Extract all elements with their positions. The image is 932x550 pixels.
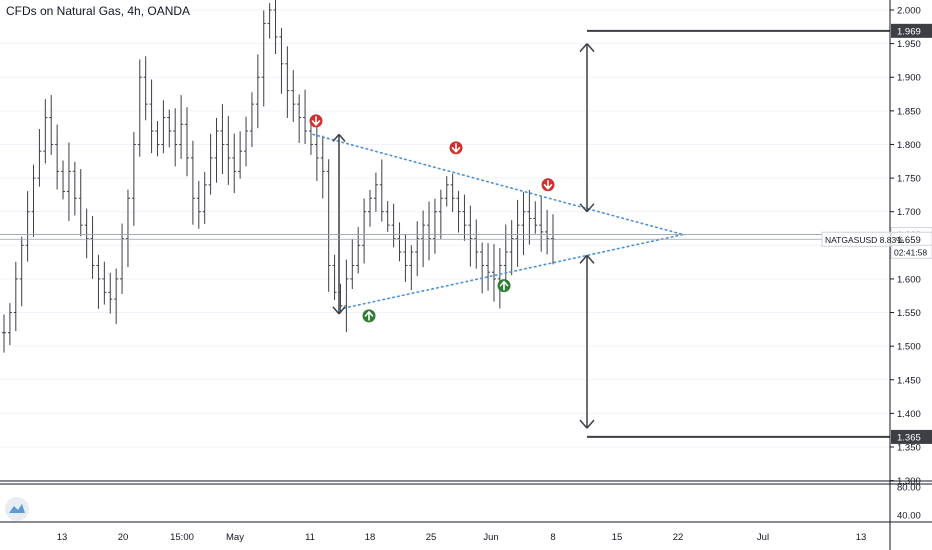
price-tick-label: 1.900 bbox=[897, 73, 921, 84]
time-tick-label: 11 bbox=[305, 532, 315, 543]
grid bbox=[0, 9, 890, 482]
height-arrow-head bbox=[332, 306, 340, 315]
symbol-label-box bbox=[821, 231, 891, 247]
price-label-text: 1.659 bbox=[897, 235, 921, 246]
price-label-text: 1.365 bbox=[897, 432, 921, 443]
drawings bbox=[0, 29, 890, 438]
price-tick-label: 1.300 bbox=[897, 476, 921, 487]
indicator-tick-label: 80.00 bbox=[897, 483, 921, 494]
height-arrow-head bbox=[338, 133, 346, 142]
arrow-down-icon bbox=[311, 116, 321, 126]
price-label-box bbox=[891, 429, 932, 444]
arrow-up-icon bbox=[364, 311, 374, 321]
price-tick-label: 1.450 bbox=[897, 375, 921, 386]
time-tick-label: 18 bbox=[365, 532, 376, 543]
arrow-down-icon bbox=[543, 180, 553, 190]
price-tick-label: 1.500 bbox=[897, 342, 921, 353]
candles bbox=[2, 0, 555, 353]
time-tick-label: 13 bbox=[57, 532, 68, 543]
target-up-head bbox=[586, 43, 595, 53]
upper-trendline bbox=[312, 133, 684, 236]
price-tick-label: 1.350 bbox=[897, 443, 921, 454]
time-tick-label: 22 bbox=[673, 532, 684, 543]
sell-marker bbox=[541, 178, 555, 192]
target-down-head bbox=[579, 254, 588, 264]
symbol-label: NATGASUSD 8.83% bbox=[825, 235, 904, 245]
sell-marker bbox=[449, 141, 463, 155]
price-tick-label: 1.700 bbox=[897, 207, 921, 218]
price-tick-label: 1.600 bbox=[897, 274, 921, 285]
time-tick-label: Jun bbox=[483, 532, 498, 543]
target-up-head bbox=[586, 203, 595, 213]
target-up-head bbox=[579, 43, 588, 53]
tradingview-logo-icon[interactable] bbox=[4, 496, 30, 522]
price-tick-label: 1.550 bbox=[897, 308, 921, 319]
sell-marker bbox=[309, 114, 323, 128]
arrow-up-icon bbox=[499, 280, 509, 291]
price-tick-label: 1.950 bbox=[897, 39, 921, 50]
buy-marker bbox=[497, 279, 511, 293]
time-tick-label: 25 bbox=[426, 532, 437, 543]
price-tick-label: 2.000 bbox=[897, 6, 921, 17]
price-label-box bbox=[891, 23, 932, 38]
price-tick-label: 1.850 bbox=[897, 106, 921, 117]
target-down-head bbox=[579, 419, 588, 429]
price-tick-label: 1.400 bbox=[897, 409, 921, 420]
countdown-box bbox=[890, 244, 932, 259]
arrow-down-icon bbox=[451, 143, 461, 153]
time-tick-label: 8 bbox=[550, 532, 555, 543]
countdown-label: 02:41:58 bbox=[894, 247, 927, 257]
target-down-head bbox=[586, 254, 595, 264]
buy-marker bbox=[362, 309, 376, 323]
time-tick-label: Jul bbox=[757, 532, 769, 543]
time-tick-label: 13 bbox=[856, 532, 867, 543]
chart-title: CFDs on Natural Gas, 4h, OANDA bbox=[6, 4, 191, 18]
lower-trendline bbox=[338, 233, 684, 310]
height-arrow-head bbox=[338, 306, 346, 315]
target-down-head bbox=[586, 419, 595, 429]
price-tick-label: 1.750 bbox=[897, 174, 921, 185]
time-tick-label: 15 bbox=[612, 532, 623, 543]
time-tick-label: 15:00 bbox=[170, 532, 194, 543]
indicator-tick-label: 40.00 bbox=[897, 511, 921, 522]
time-tick-label: 20 bbox=[118, 532, 129, 543]
price-label-text: 1.969 bbox=[897, 26, 921, 37]
time-tick-label: May bbox=[226, 532, 244, 543]
target-up-head bbox=[579, 203, 588, 213]
price-tick-label: 1.800 bbox=[897, 140, 921, 151]
height-arrow-head bbox=[332, 133, 340, 142]
